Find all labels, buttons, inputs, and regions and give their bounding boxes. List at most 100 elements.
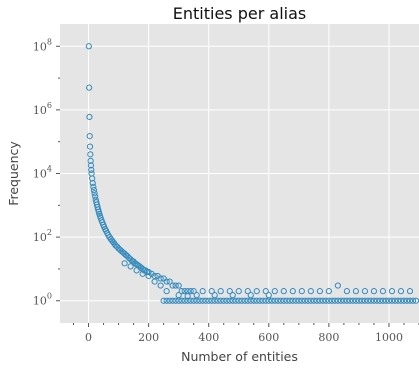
data-point xyxy=(232,297,239,304)
data-point xyxy=(280,297,287,304)
data-point xyxy=(181,297,188,304)
y-tick-base: 10 xyxy=(33,40,47,53)
data-point xyxy=(211,297,218,304)
data-point xyxy=(241,297,248,304)
data-point xyxy=(334,282,341,289)
data-point xyxy=(121,260,128,267)
data-point xyxy=(388,297,396,304)
data-point xyxy=(90,187,98,194)
data-point xyxy=(91,190,98,197)
y-tick-label: 100 xyxy=(33,292,52,308)
data-point xyxy=(87,151,94,158)
data-point xyxy=(370,297,378,304)
data-point xyxy=(139,270,146,277)
x-tick-label: 0 xyxy=(85,331,92,344)
data-point xyxy=(199,288,206,295)
data-point xyxy=(313,297,320,304)
data-point xyxy=(256,297,263,304)
data-point xyxy=(163,297,170,304)
data-point xyxy=(166,297,173,304)
chart-title: Entities per alias xyxy=(173,4,306,23)
data-point xyxy=(283,297,290,304)
data-point xyxy=(361,288,369,295)
y-tick-base: 10 xyxy=(33,231,47,244)
data-point xyxy=(397,288,405,295)
data-point xyxy=(175,282,182,289)
data-point xyxy=(235,297,242,304)
data-point xyxy=(253,297,260,304)
data-series xyxy=(85,43,419,304)
data-point xyxy=(397,297,405,304)
data-point xyxy=(244,297,251,304)
data-point xyxy=(205,297,212,304)
data-point xyxy=(145,268,152,276)
y-tick-base: 10 xyxy=(33,168,47,181)
data-point xyxy=(277,297,284,304)
y-tick-exponent: 2 xyxy=(47,228,52,237)
data-point xyxy=(187,288,194,295)
data-point xyxy=(214,297,221,304)
data-point xyxy=(379,297,387,304)
data-point xyxy=(262,297,269,304)
data-point xyxy=(394,297,402,304)
data-point xyxy=(364,297,372,304)
y-tick-exponent: 6 xyxy=(47,101,52,110)
y-tick-base: 10 xyxy=(33,104,47,117)
x-axis-label: Number of entities xyxy=(181,349,298,364)
data-point xyxy=(388,288,396,295)
data-point xyxy=(304,297,311,304)
y-tick-exponent: 0 xyxy=(47,292,52,301)
data-point xyxy=(178,288,185,295)
y-tick-label: 106 xyxy=(33,101,52,117)
data-point xyxy=(346,297,353,304)
data-point xyxy=(208,288,215,295)
data-point xyxy=(340,297,347,304)
data-point xyxy=(331,297,338,304)
data-point xyxy=(229,297,236,304)
data-point xyxy=(376,297,384,304)
data-point xyxy=(367,297,375,304)
axis-ticks xyxy=(56,45,419,327)
data-point xyxy=(235,288,242,295)
data-point xyxy=(361,297,369,304)
data-point xyxy=(250,297,257,304)
data-point xyxy=(289,297,296,304)
data-point xyxy=(322,297,329,304)
data-point xyxy=(271,288,278,295)
data-point xyxy=(334,297,341,304)
data-point xyxy=(133,267,140,274)
data-point xyxy=(271,297,278,304)
data-point xyxy=(196,297,203,304)
data-point xyxy=(268,297,275,304)
data-point xyxy=(292,297,299,304)
y-tick-base: 10 xyxy=(33,295,47,308)
data-point xyxy=(220,297,227,304)
data-point xyxy=(86,132,93,140)
data-point xyxy=(127,263,134,270)
data-point xyxy=(247,297,254,304)
data-point xyxy=(223,297,230,304)
data-point xyxy=(208,297,215,304)
data-point xyxy=(90,183,97,190)
data-point xyxy=(343,288,350,295)
data-point xyxy=(295,297,302,304)
data-point xyxy=(178,297,185,304)
data-point xyxy=(169,282,176,289)
data-point xyxy=(86,84,93,91)
data-point xyxy=(280,288,287,295)
x-tick-label: 600 xyxy=(258,331,279,344)
data-point xyxy=(310,297,317,304)
data-point xyxy=(355,297,363,304)
data-point xyxy=(343,297,350,304)
data-point xyxy=(163,288,170,295)
data-point xyxy=(298,288,305,295)
data-point xyxy=(307,297,314,304)
data-point xyxy=(89,179,96,187)
y-tick-label: 102 xyxy=(33,228,52,244)
data-point xyxy=(157,275,164,282)
x-tick-label: 1000 xyxy=(375,331,403,344)
data-point xyxy=(181,288,188,295)
data-point xyxy=(385,297,393,304)
